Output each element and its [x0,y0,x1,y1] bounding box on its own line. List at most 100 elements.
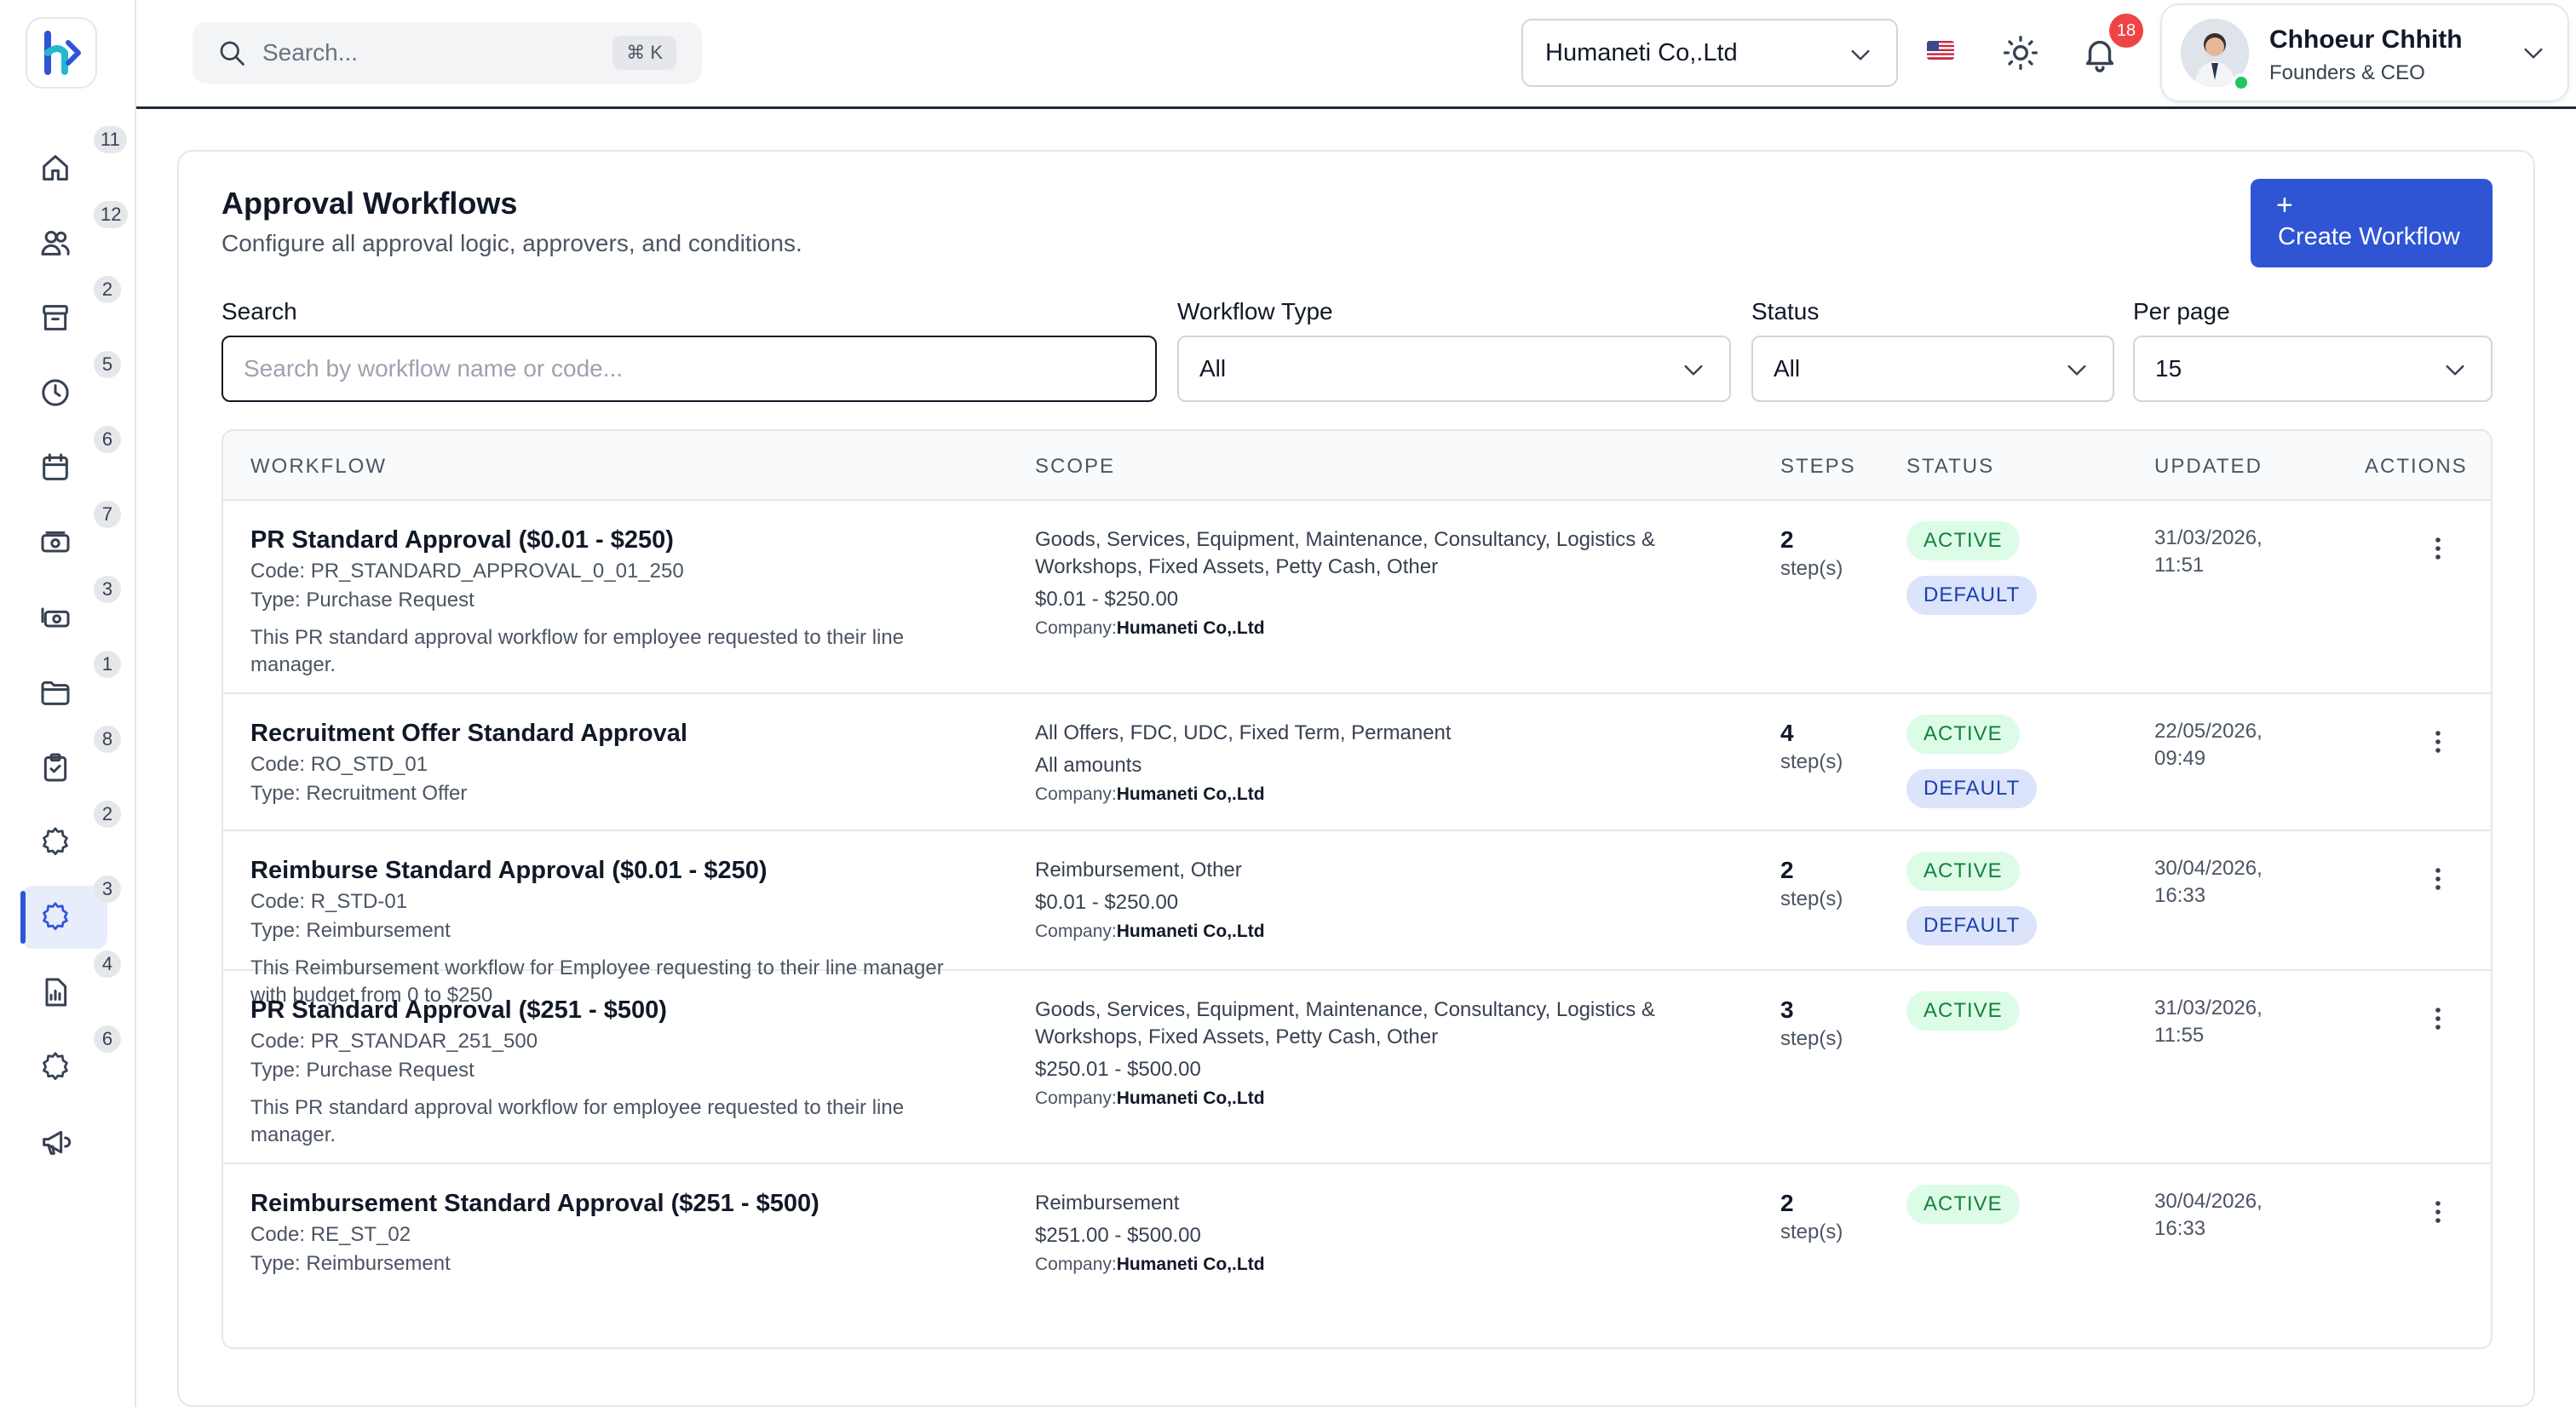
sidebar: 11 12 2 5 6 7 3 1 8 2 3 4 6 [0,0,136,1407]
workflow-search-placeholder: Search by workflow name or code... [244,355,624,382]
per-page-select[interactable]: 15 [2133,336,2493,402]
create-workflow-button[interactable]: + Create Workflow [2251,179,2493,267]
table-row[interactable]: PR Standard Approval ($0.01 - $250) Code:… [223,501,2491,694]
workflows-table: WORKFLOW SCOPE STEPS STATUS UPDATED ACTI… [221,429,2493,1349]
gear-icon [43,1052,68,1081]
sidebar-badge: 8 [94,726,121,753]
sidebar-item-settings-active[interactable]: 3 [20,876,121,949]
workflow-name[interactable]: Recruitment Offer Standard Approval [250,720,687,747]
bell-icon[interactable] [2080,34,2119,73]
workflow-name[interactable]: PR Standard Approval ($0.01 - $250) [250,526,674,554]
page-subtitle: Configure all approval logic, approvers,… [221,230,802,256]
updated-cell: 22/05/2026, 09:49 [2154,718,2263,772]
workflow-type: Type: Purchase Request [250,1059,474,1082]
sidebar-item-folder[interactable]: 1 [22,651,121,724]
sidebar-item-cash-stack[interactable]: 3 [22,576,121,649]
table-row[interactable]: Reimburse Standard Approval ($0.01 - $25… [223,831,2491,1007]
sidebar-item-archive[interactable]: 2 [22,276,121,349]
search-icon [220,41,244,66]
workflow-search-input[interactable]: Search by workflow name or code... [221,336,1157,402]
kebab-menu-icon[interactable] [2433,867,2443,891]
status-badge: ACTIVE [1906,1185,2020,1224]
scope-company: Company:Humaneti Co,.Ltd [1035,922,1716,942]
sidebar-badge: 3 [94,576,121,603]
steps-label: step(s) [1780,557,1843,580]
company-label: Company: [1035,618,1117,638]
table-row[interactable]: Reimbursement Standard Approval ($251 - … [223,1164,2491,1301]
top-bar: Search... ⌘ K Humaneti Co,.Ltd 18 [136,0,2576,109]
updated-date: 30/04/2026, [2154,1190,2263,1213]
sidebar-item-cash[interactable]: 7 [22,501,121,574]
sidebar-item-users[interactable]: 12 [22,201,129,274]
clipboard-check-icon [43,753,67,782]
sidebar-item-report[interactable]: 4 [22,950,121,1024]
global-search[interactable]: Search... ⌘ K [193,22,702,83]
scope-range: $251.00 - $500.00 [1035,1224,1201,1247]
folder-icon [41,681,70,705]
table-row[interactable]: PR Standard Approval ($251 - $500) Code: … [223,971,2491,1164]
sun-icon[interactable] [2002,34,2039,72]
kebab-menu-icon[interactable] [2433,730,2443,754]
sidebar-badge: 12 [94,201,129,228]
updated-date: 30/04/2026, [2154,857,2263,880]
cash-icon [41,531,70,553]
app-logo[interactable] [26,17,97,89]
us-flag-icon[interactable] [1927,41,1954,60]
sidebar-badge: 6 [94,1025,121,1053]
sidebar-badge: 3 [94,876,121,903]
status-badge: ACTIVE [1906,715,2020,754]
workflow-cell: PR Standard Approval ($0.01 - $250) Code:… [250,526,983,679]
updated-cell: 31/03/2026, 11:51 [2154,525,2263,579]
workflow-type: Type: Recruitment Offer [250,782,468,805]
sidebar-badge: 2 [94,276,121,303]
search-shortcut: ⌘ K [612,36,676,70]
scope-company: Company:Humaneti Co,.Ltd [1035,618,1716,639]
company-select[interactable]: Humaneti Co,.Ltd [1521,19,1898,87]
sidebar-item-home[interactable]: 11 [22,126,127,199]
scope-cell: All Offers, FDC, UDC, Fixed Term, Perman… [1035,720,1716,805]
user-name: Chhoeur Chhith [2269,26,2463,54]
scope-categories: Reimbursement, Other [1035,859,1242,882]
user-menu[interactable]: Chhoeur Chhith Founders & CEO [2160,3,2569,102]
scope-company: Company:Humaneti Co,.Ltd [1035,784,1716,805]
company-label: Company: [1035,922,1117,941]
workflow-name[interactable]: Reimbursement Standard Approval ($251 - … [250,1190,819,1217]
status-select[interactable]: All [1751,336,2114,402]
kebab-menu-icon[interactable] [2433,537,2443,560]
sidebar-item-clock[interactable]: 5 [22,351,121,424]
workflow-code: Code: RE_ST_02 [250,1223,411,1246]
sidebar-item-megaphone[interactable] [22,1111,107,1174]
status-cell: ACTIVE DEFAULT [1906,852,2038,961]
chevron-down-icon [1684,365,1703,376]
steps-label: step(s) [1780,1220,1843,1243]
workflow-type-label: Workflow Type [1177,298,1333,324]
sidebar-item-clipboard-check[interactable]: 8 [22,726,121,799]
steps-count: 2 [1780,526,1794,553]
updated-time: 09:49 [2154,747,2206,770]
sidebar-item-gear[interactable]: 6 [22,1025,121,1099]
workflow-code: Code: R_STD-01 [250,890,408,913]
chevron-down-icon [2524,48,2543,59]
per-page-label: Per page [2133,298,2230,324]
steps-count: 2 [1780,1190,1794,1216]
table-row[interactable]: Recruitment Offer Standard Approval Code:… [223,694,2491,831]
steps-count: 3 [1780,996,1794,1023]
status-filter-label: Status [1751,298,1820,324]
workflow-cell: PR Standard Approval ($251 - $500) Code: … [250,996,983,1149]
steps-cell: 2 step(s) [1780,526,1843,581]
workflow-type-select[interactable]: All [1177,336,1731,402]
sidebar-item-calendar[interactable]: 6 [22,426,121,499]
sidebar-badge: 2 [94,801,121,828]
kebab-menu-icon[interactable] [2433,1007,2443,1031]
kebab-menu-icon[interactable] [2433,1200,2443,1224]
logo-icon [44,31,81,75]
company-name: Humaneti Co,.Ltd [1116,784,1265,804]
company-select-value: Humaneti Co,.Ltd [1545,38,1738,66]
workflow-name[interactable]: Reimburse Standard Approval ($0.01 - $25… [250,857,768,884]
updated-time: 16:33 [2154,884,2206,907]
sidebar-item-settings[interactable]: 2 [22,801,121,874]
company-label: Company: [1035,1255,1117,1274]
updated-date: 31/03/2026, [2154,996,2263,1019]
workflow-type: Type: Reimbursement [250,1252,451,1275]
workflow-name[interactable]: PR Standard Approval ($251 - $500) [250,996,667,1024]
